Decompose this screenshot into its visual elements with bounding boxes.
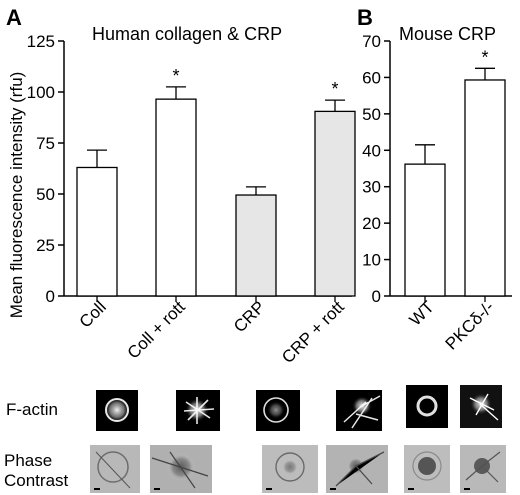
factin-image-pkcd bbox=[460, 385, 502, 428]
y-tick-label: 10 bbox=[362, 251, 381, 270]
significance-star: * bbox=[172, 66, 179, 86]
bar-pkcd bbox=[464, 79, 506, 297]
x-tick-label-crp-rott: CRP + rott bbox=[278, 297, 348, 367]
x-tick-label-coll: Coll bbox=[76, 297, 110, 331]
x-tick-label-coll-rott: Coll + rott bbox=[124, 297, 189, 362]
factin-image-crp bbox=[256, 390, 300, 431]
y-tick-label: 75 bbox=[36, 134, 55, 153]
bar-crp bbox=[235, 194, 277, 297]
factin-image-coll-rott bbox=[176, 390, 220, 431]
bar-crp-rott bbox=[314, 110, 356, 297]
y-tick-label: 0 bbox=[372, 287, 381, 306]
y-axis-label: Mean fluorescence intensity (rfu) bbox=[7, 72, 26, 319]
phase-image-wt bbox=[404, 445, 450, 493]
y-tick-label: 40 bbox=[362, 141, 381, 160]
factin-image-wt bbox=[406, 385, 448, 428]
x-tick-label-wt: WT bbox=[406, 297, 438, 329]
factin-image-coll bbox=[96, 390, 138, 431]
y-tick-label: 25 bbox=[36, 236, 55, 255]
panel-a-title: Human collagen & CRP bbox=[92, 24, 282, 44]
x-tick-label-pkcd: PKCδ-/- bbox=[442, 297, 498, 353]
y-tick-label: 60 bbox=[362, 68, 381, 87]
phase-contrast-row-label: Phase Contrast bbox=[4, 451, 69, 490]
y-tick-label: 50 bbox=[36, 185, 55, 204]
y-tick-label: 30 bbox=[362, 178, 381, 197]
y-tick-label: 0 bbox=[46, 287, 55, 306]
y-tick-label: 70 bbox=[362, 32, 381, 51]
chart-panel-a: 0 25 50 75 100 125 Coll * Coll + rott CRP * CRP + r… bbox=[27, 32, 356, 367]
factin-image-crp-rott bbox=[336, 390, 382, 431]
y-tick-label: 50 bbox=[362, 105, 381, 124]
bar-coll bbox=[76, 166, 118, 297]
y-tick-label: 125 bbox=[27, 32, 55, 51]
y-tick-label: 20 bbox=[362, 214, 381, 233]
panel-a-letter: A bbox=[6, 5, 22, 30]
phase-image-coll-rott bbox=[150, 445, 212, 493]
phase-image-coll bbox=[90, 445, 140, 493]
y-tick-label: 100 bbox=[27, 83, 55, 102]
micrograph-panel bbox=[90, 385, 506, 493]
phase-image-crp bbox=[262, 445, 318, 493]
chart-panel-b: 0 10 20 30 40 50 60 70 WT * PKCδ-/- bbox=[362, 32, 512, 354]
bar-coll-rott bbox=[155, 98, 197, 297]
bar-wt bbox=[404, 163, 446, 297]
panel-b-letter: B bbox=[357, 5, 373, 30]
significance-star: * bbox=[481, 47, 488, 67]
panel-b-title: Mouse CRP bbox=[399, 24, 496, 44]
x-tick-label-crp: CRP bbox=[230, 297, 269, 336]
phase-image-crp-rott bbox=[326, 445, 388, 493]
significance-star: * bbox=[331, 79, 338, 99]
phase-image-pkcd bbox=[460, 445, 506, 493]
factin-row-label: F-actin bbox=[6, 400, 58, 419]
